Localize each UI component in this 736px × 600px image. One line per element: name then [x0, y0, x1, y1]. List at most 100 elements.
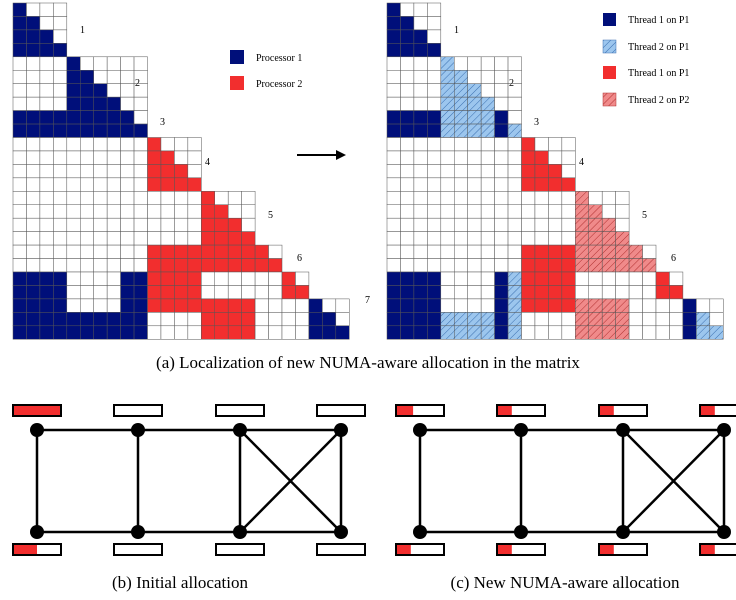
matrix-cell — [12, 110, 27, 125]
matrix-cell — [106, 285, 121, 300]
matrix-cell — [642, 271, 657, 286]
matrix-cell — [400, 231, 415, 246]
caption: (a) Localization of new NUMA-aware alloc… — [156, 353, 580, 372]
matrix-cell — [642, 258, 657, 273]
matrix-cell — [214, 298, 229, 313]
matrix-cell — [80, 285, 94, 300]
matrix-cell — [427, 150, 442, 165]
matrix-cell — [507, 258, 522, 273]
node — [233, 423, 247, 437]
matrix-cell — [80, 258, 94, 273]
matrix-cell — [467, 123, 482, 138]
matrix-cell — [642, 312, 657, 327]
matrix-cell — [561, 191, 576, 206]
matrix-cell — [120, 137, 135, 152]
matrix-cell — [494, 110, 509, 125]
matrix-cell — [467, 70, 482, 84]
matrix-cell — [575, 244, 589, 259]
matrix-cell — [413, 312, 428, 327]
matrix-cell — [120, 56, 135, 71]
memory-fill — [701, 545, 715, 554]
matrix-cell — [120, 191, 135, 206]
matrix-cell — [281, 298, 296, 313]
matrix-cell — [467, 96, 482, 111]
matrix-cell — [548, 325, 563, 340]
matrix-cell — [106, 123, 121, 138]
matrix-cell — [335, 325, 350, 340]
matrix-cell — [548, 137, 563, 152]
matrix-cell — [400, 312, 415, 327]
matrix-cell — [12, 312, 27, 327]
matrix-cell — [561, 271, 576, 286]
matrix-cell — [133, 231, 148, 246]
matrix-cell — [39, 29, 54, 44]
matrix-cell — [53, 217, 68, 232]
matrix-cell — [413, 258, 428, 273]
matrix-cell — [93, 56, 108, 71]
memory-fill — [701, 406, 715, 415]
matrix-cell — [467, 312, 482, 327]
matrix-cell — [241, 231, 256, 246]
matrix-cell — [669, 325, 684, 340]
matrix-cell — [106, 325, 121, 340]
matrix-cell — [133, 204, 148, 219]
matrix-cell — [413, 177, 428, 192]
matrix-cell — [26, 258, 41, 273]
matrix-cell — [106, 191, 121, 206]
matrix-cell — [467, 258, 482, 273]
matrix-cell — [480, 123, 495, 138]
matrix-cell — [440, 258, 455, 273]
matrix-cell — [440, 217, 455, 232]
matrix-cell — [440, 204, 455, 219]
matrix-cell — [615, 231, 630, 246]
matrix-cell — [66, 177, 81, 192]
matrix-cell — [39, 110, 54, 125]
matrix-cell — [80, 177, 94, 192]
memory-bar — [316, 543, 366, 556]
matrix-cell — [268, 312, 283, 327]
matrix-cell — [106, 217, 121, 232]
matrix-cell — [12, 244, 27, 259]
matrix-cell — [308, 312, 323, 327]
matrix-cell — [174, 258, 189, 273]
matrix-cell — [480, 56, 495, 71]
matrix-cell — [440, 150, 455, 165]
matrix-cell — [507, 298, 522, 313]
matrix-cell — [160, 164, 175, 179]
matrix-cell — [494, 177, 509, 192]
matrix-cell — [26, 43, 41, 58]
matrix-cell — [322, 312, 337, 327]
matrix-cell — [120, 271, 135, 286]
matrix-cell — [254, 285, 269, 300]
matrix-cell — [26, 244, 41, 259]
matrix-cell — [534, 137, 549, 152]
matrix-cell — [400, 244, 415, 259]
matrix-cell — [615, 204, 630, 219]
matrix-cell — [454, 110, 468, 125]
matrix-cell — [66, 285, 81, 300]
matrix-cell — [494, 164, 509, 179]
matrix-cell — [133, 298, 148, 313]
node — [717, 525, 731, 539]
matrix-cell — [120, 204, 135, 219]
matrix-cell — [413, 271, 428, 286]
legend-label: Processor 2 — [256, 79, 302, 90]
matrix-cell — [480, 177, 495, 192]
caption: (c) New NUMA-aware allocation — [451, 573, 680, 592]
matrix-cell — [12, 16, 27, 31]
matrix-cell — [201, 217, 216, 232]
matrix-cell — [133, 137, 148, 152]
matrix-cell — [548, 244, 563, 259]
matrix-cell — [534, 204, 549, 219]
matrix-cell — [413, 110, 428, 125]
matrix-cell — [454, 150, 468, 165]
memory-bar — [215, 543, 265, 556]
matrix-cell — [440, 244, 455, 259]
matrix-cell — [521, 150, 536, 165]
matrix-cell — [214, 244, 229, 259]
matrix-cell — [66, 164, 81, 179]
legend-label: Thread 1 on P1 — [628, 68, 689, 79]
matrix-cell — [214, 204, 229, 219]
matrix-cell — [575, 271, 589, 286]
matrix-cell — [588, 271, 603, 286]
